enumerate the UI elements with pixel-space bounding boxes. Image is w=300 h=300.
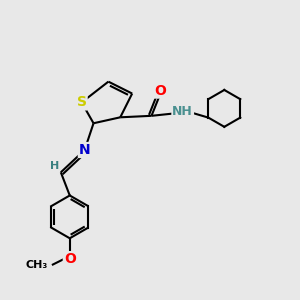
Text: CH₃: CH₃ — [25, 260, 47, 270]
Text: N: N — [79, 143, 90, 157]
Text: H: H — [50, 161, 59, 171]
Text: O: O — [154, 84, 166, 98]
Text: S: S — [76, 95, 87, 110]
Text: O: O — [64, 252, 76, 266]
Text: NH: NH — [172, 105, 193, 118]
